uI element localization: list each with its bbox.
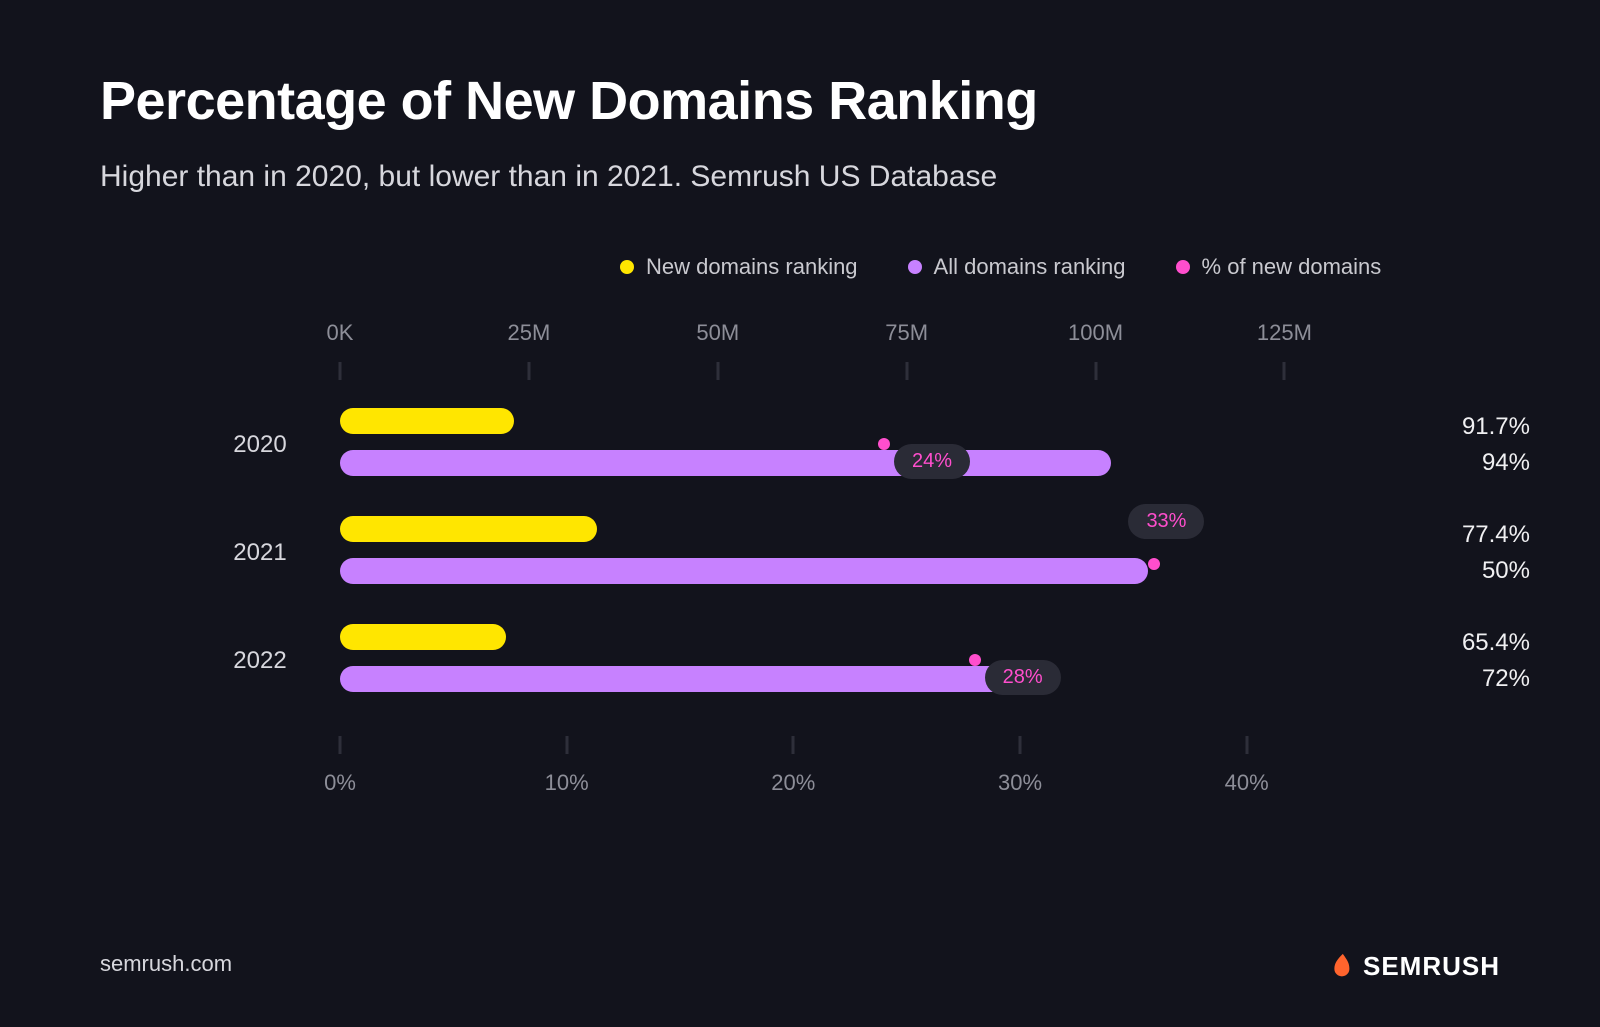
legend-dot	[908, 260, 922, 274]
pct-dot	[969, 654, 981, 666]
axis-tick-label: 20%	[771, 770, 815, 796]
chart-row: 202024%91.7%94%	[340, 396, 1360, 494]
plot-area: 202024%91.7%94% 202133%77.4%50% 202228%65.…	[340, 380, 1360, 736]
axis-tick-mark	[527, 362, 530, 380]
axis-tick-label: 75M	[885, 320, 928, 346]
axis-tick-mark	[1094, 362, 1097, 380]
year-label: 2020	[233, 431, 286, 459]
bar-all-domains	[340, 666, 1005, 692]
chart-row: 202133%77.4%50%	[340, 504, 1360, 602]
value-bottom: 72%	[1462, 661, 1530, 697]
axis-tick-mark	[905, 362, 908, 380]
axis-tick-mark	[792, 736, 795, 754]
bar-all-domains	[340, 558, 1148, 584]
brand-text: SEMRUSH	[1363, 951, 1500, 982]
chart-row: 202228%65.4%72%	[340, 612, 1360, 710]
legend-label: All domains ranking	[934, 254, 1126, 280]
axis-tick-label: 25M	[507, 320, 550, 346]
pct-pill: 28%	[985, 660, 1061, 695]
legend-item: New domains ranking	[620, 254, 858, 280]
year-label: 2022	[233, 647, 286, 675]
value-top: 65.4%	[1462, 625, 1530, 661]
axis-tick-label: 0%	[324, 770, 356, 796]
bar-new-domains	[340, 624, 506, 650]
value-stack: 91.7%94%	[1462, 409, 1530, 481]
legend: New domains ranking All domains ranking % …	[620, 254, 1500, 280]
year-label: 2021	[233, 539, 286, 567]
axis-tick-label: 125M	[1257, 320, 1312, 346]
axis-tick-mark	[1283, 362, 1286, 380]
value-bottom: 50%	[1462, 553, 1530, 589]
value-stack: 77.4%50%	[1462, 517, 1530, 589]
axis-tick-label: 50M	[696, 320, 739, 346]
value-stack: 65.4%72%	[1462, 625, 1530, 697]
axis-tick-label: 0K	[327, 320, 354, 346]
axis-tick-mark	[565, 736, 568, 754]
pct-dot	[1148, 558, 1160, 570]
legend-item: % of new domains	[1176, 254, 1382, 280]
pct-pill: 24%	[894, 444, 970, 479]
bar-all-domains	[340, 450, 1111, 476]
x-axis-top: 0K25M50M75M100M125M	[340, 320, 1360, 380]
value-bottom: 94%	[1462, 445, 1530, 481]
axis-tick-mark	[339, 362, 342, 380]
chart-area: 0K25M50M75M100M125M 202024%91.7%94%20213…	[340, 320, 1360, 796]
pct-dot	[878, 438, 890, 450]
chart-subtitle: Higher than in 2020, but lower than in 2…	[100, 160, 1500, 194]
footer-link: semrush.com	[100, 951, 232, 977]
axis-tick-label: 30%	[998, 770, 1042, 796]
value-top: 91.7%	[1462, 409, 1530, 445]
bar-new-domains	[340, 516, 597, 542]
legend-label: New domains ranking	[646, 254, 858, 280]
value-top: 77.4%	[1462, 517, 1530, 553]
chart-title: Percentage of New Domains Ranking	[100, 70, 1500, 132]
pct-pill: 33%	[1128, 504, 1204, 539]
x-axis-bottom: 0%10%20%30%40%	[340, 736, 1360, 796]
legend-dot	[1176, 260, 1190, 274]
axis-tick-mark	[339, 736, 342, 754]
bar-new-domains	[340, 408, 514, 434]
axis-tick-label: 10%	[545, 770, 589, 796]
axis-tick-label: 100M	[1068, 320, 1123, 346]
legend-label: % of new domains	[1202, 254, 1382, 280]
flame-icon	[1325, 952, 1355, 982]
legend-item: All domains ranking	[908, 254, 1126, 280]
brand-logo: SEMRUSH	[1325, 951, 1500, 982]
axis-tick-mark	[1245, 736, 1248, 754]
legend-dot	[620, 260, 634, 274]
axis-tick-label: 40%	[1225, 770, 1269, 796]
axis-tick-mark	[716, 362, 719, 380]
axis-tick-mark	[1019, 736, 1022, 754]
